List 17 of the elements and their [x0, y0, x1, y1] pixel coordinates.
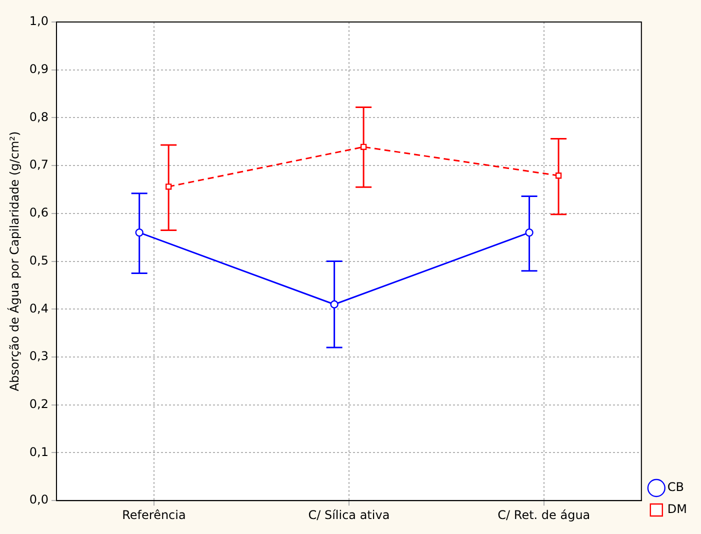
- x-tick-label: C/ Ret. de água: [498, 508, 590, 522]
- y-tick-label: 0,9: [29, 62, 48, 76]
- y-tick-label: 1,0: [29, 14, 48, 28]
- y-tick-label: 0,0: [29, 492, 48, 507]
- x-tick-label: Referência: [122, 508, 186, 522]
- legend-label: DM: [667, 502, 687, 516]
- y-tick-label: 0,5: [29, 253, 48, 268]
- y-tick-label: 0,1: [29, 444, 48, 459]
- y-tick-label: 0,3: [29, 349, 48, 364]
- x-tick-label: C/ Sílica ativa: [308, 508, 390, 522]
- y-tick-label: 0,4: [29, 301, 48, 316]
- legend-label: CB: [667, 480, 684, 494]
- y-tick-label: 0,8: [29, 110, 48, 124]
- y-tick-label: 0,6: [29, 206, 48, 220]
- y-axis-title: Absorção de Água por Capilaridade (g/cm²): [6, 131, 22, 392]
- y-tick-label: 0,2: [29, 397, 48, 412]
- y-tick-label: 0,7: [29, 158, 48, 172]
